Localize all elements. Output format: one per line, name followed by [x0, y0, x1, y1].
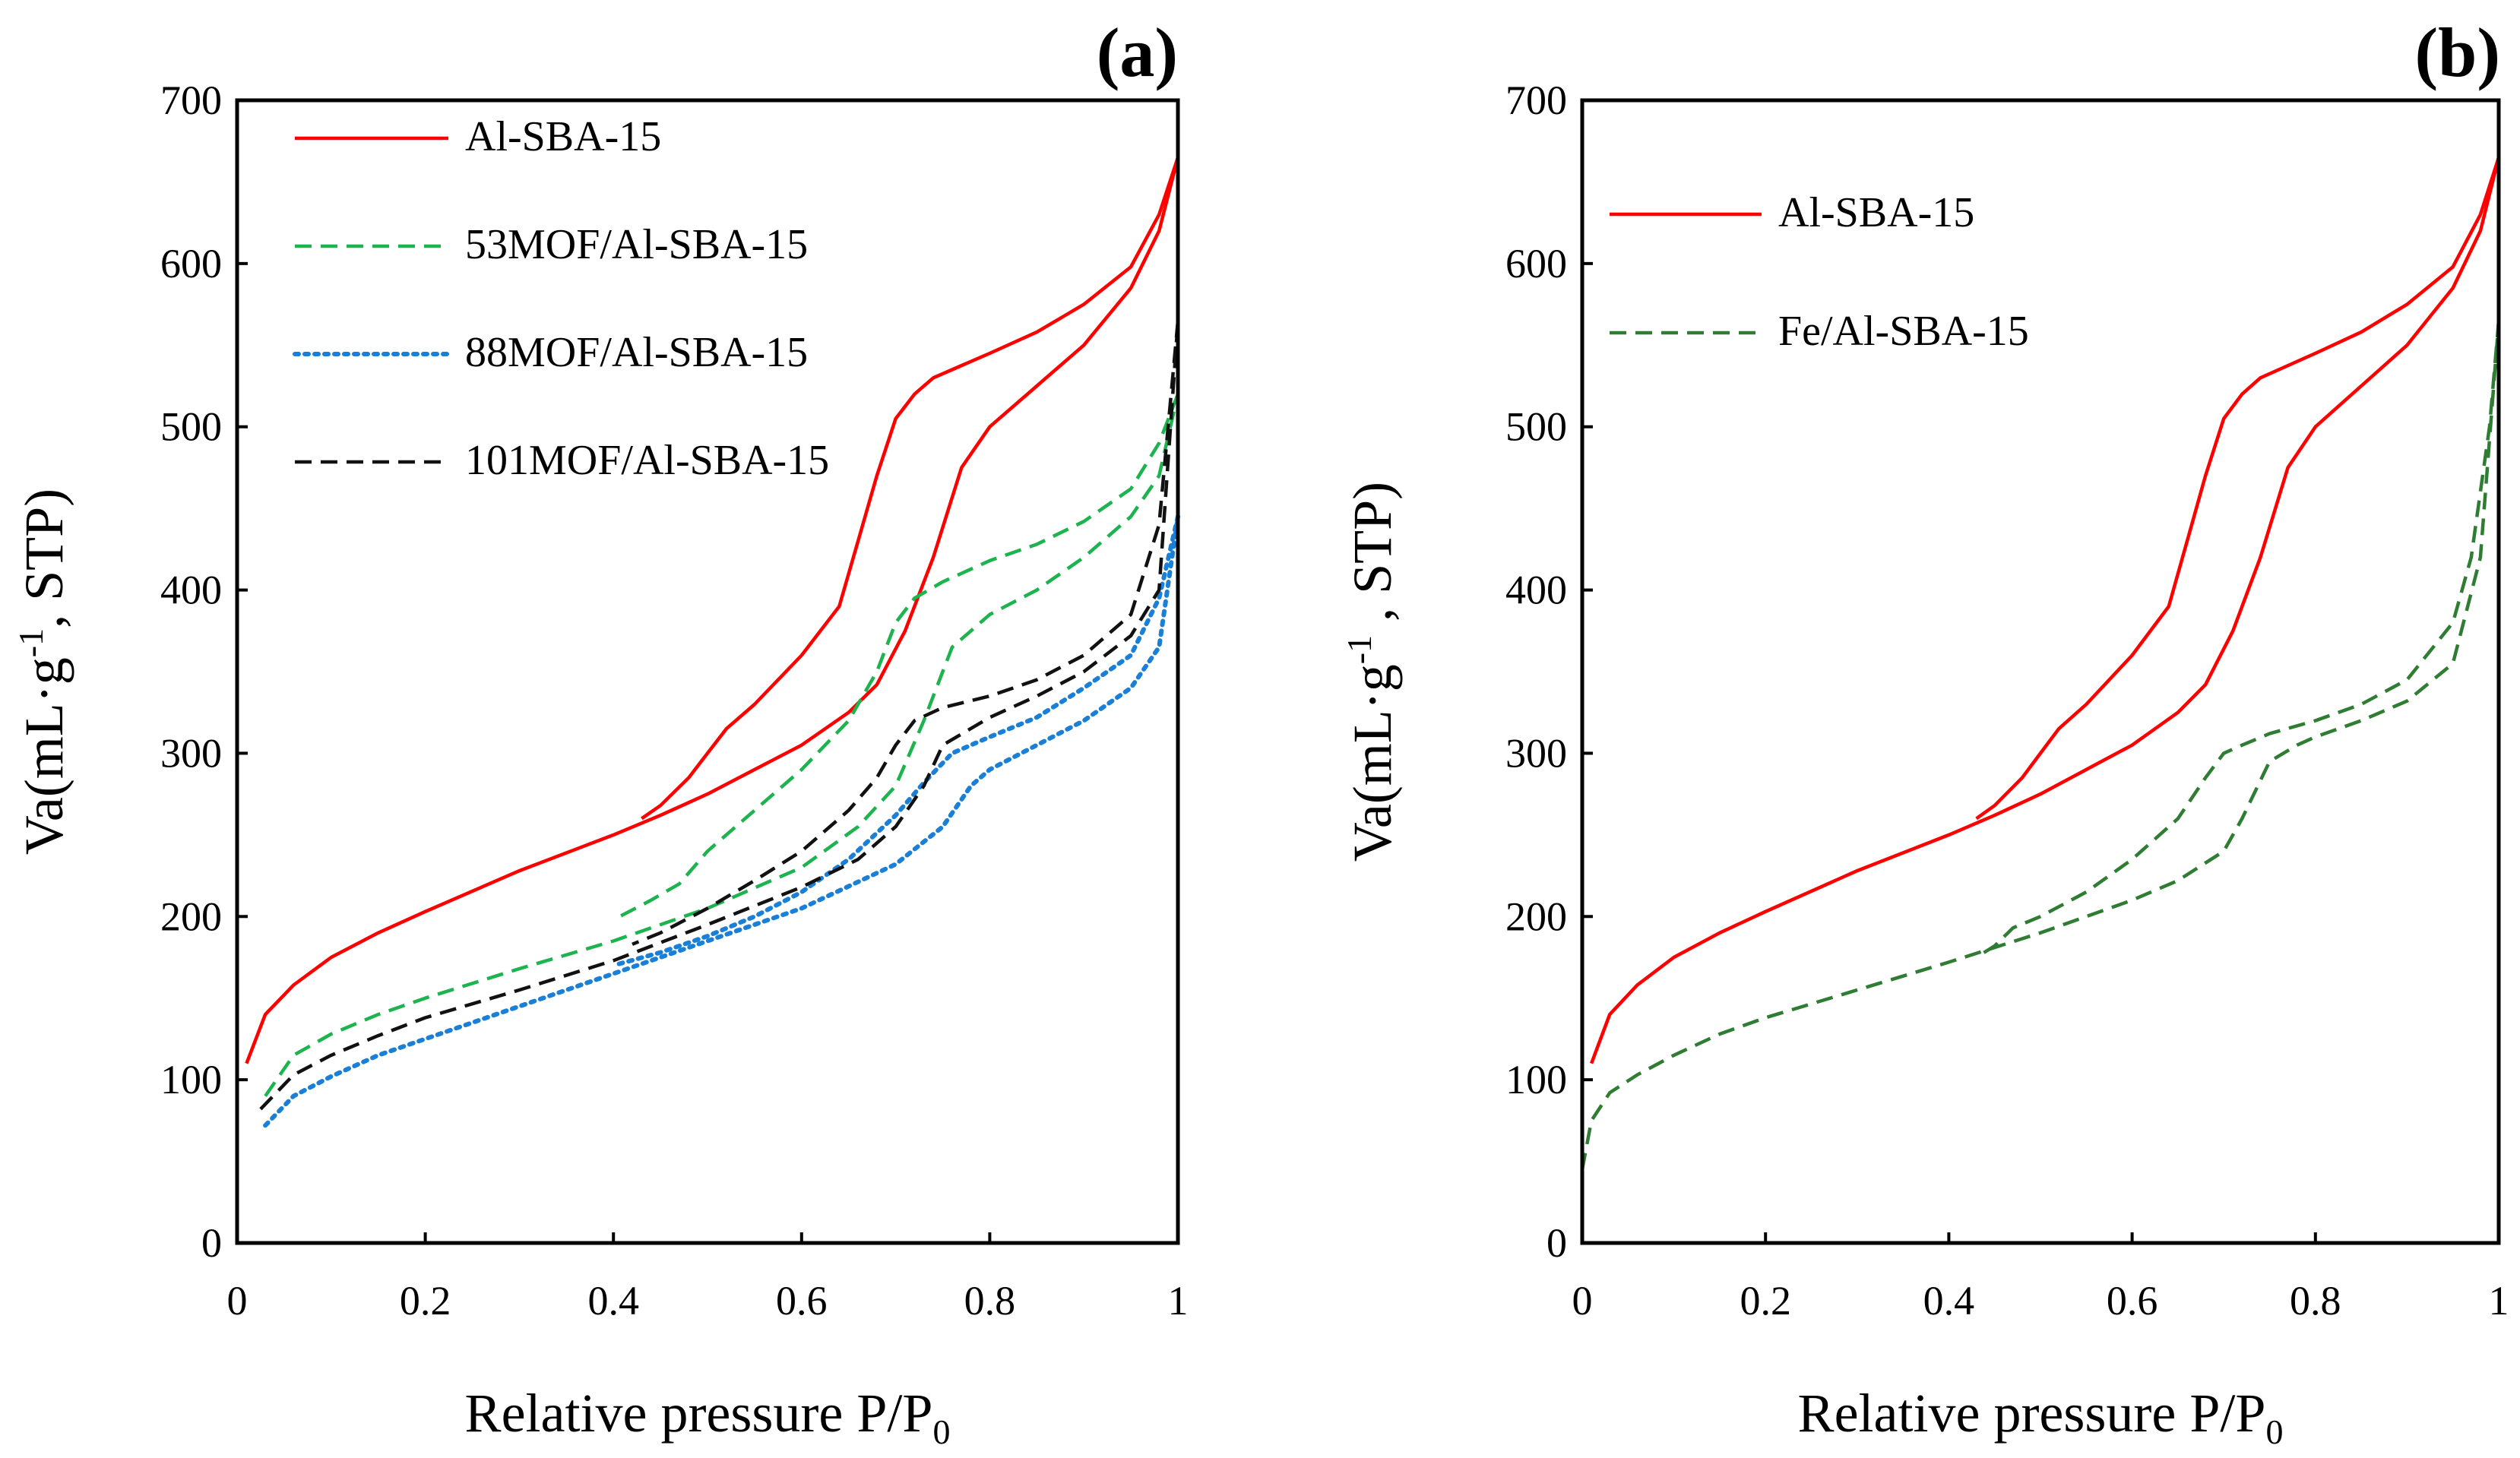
panel-a-x-axis-label-sub: 0 — [932, 1412, 950, 1451]
panel-a-x-tick-label: 1 — [1168, 1278, 1189, 1324]
panel-a-series-al-sba-15-adsorption — [245, 157, 1180, 1064]
panel-b-y-tick-label: 700 — [1505, 77, 1567, 123]
panel-a-x-tick-label: 0 — [227, 1278, 248, 1324]
panel-b-plot-frame — [1580, 98, 2501, 1245]
panel-b-x-axis-label-sub: 0 — [2265, 1412, 2283, 1451]
panel-a-legend-label-101mof-al-sba-15: 101MOF/Al-SBA-15 — [465, 437, 829, 484]
panel-a-y-tick-label: 400 — [160, 568, 222, 613]
panel-b-series-fe-al-sba-15-adsorption — [1580, 320, 2501, 1170]
panel-a-x-tick-label: 0.4 — [587, 1278, 639, 1324]
panel-a-curves — [245, 157, 1180, 1128]
panel-b-y-tick-label: 400 — [1505, 568, 1567, 613]
panel-b-x-tick-label: 0.6 — [2107, 1278, 2158, 1324]
panel-b-x-tick-label: 0.4 — [1923, 1278, 1975, 1324]
panel-a-series-88mof-al-sba-15-adsorption — [263, 514, 1180, 1128]
panel-a-y-tick-label: 100 — [160, 1057, 222, 1102]
panel-b-x-tick-label: 0 — [1572, 1278, 1593, 1324]
panel-a-x-tick-label: 0.8 — [964, 1278, 1016, 1324]
panel-b-legend-label-fe-al-sba-15: Fe/Al-SBA-15 — [1778, 308, 2029, 355]
panel-a-y-axis-label: Va(mL·g-1, STP) — [11, 489, 74, 855]
panel-b-x-tick-label: 1 — [2489, 1278, 2509, 1324]
panel-b-y-axis-label: Va(mL·g-1 , STP) — [1340, 482, 1403, 862]
panel-b-y-tick-label: 600 — [1505, 241, 1567, 286]
panel-a-legend-label-88mof-al-sba-15: 88MOF/Al-SBA-15 — [465, 329, 808, 376]
panel-b-label: (b) — [2415, 14, 2500, 91]
panel-a-series-101mof-al-sba-15-adsorption — [259, 320, 1180, 1111]
panel-a: (a) 0 0.2 0.4 0.6 0.8 1 0 100 200 300 400 500 600 700… — [11, 14, 1189, 1451]
panel-b-x-axis-label-main: Relative pressure P/P — [1798, 1383, 2266, 1444]
panel-a-series-53mof-al-sba-15-desorption — [613, 393, 1180, 922]
panel-a-legend: Al-SBA-15 53MOF/Al-SBA-15 88MOF/Al-SBA-15 1… — [293, 113, 829, 484]
panel-b-legend: Al-SBA-15 Fe/Al-SBA-15 — [1610, 189, 2029, 355]
panel-a-ticks: 0 0.2 0.4 0.6 0.8 1 0 100 200 300 400 500 600 700 — [160, 77, 1189, 1324]
panel-a-series-al-sba-15-desorption — [641, 157, 1180, 821]
panel-b-legend-label-al-sba-15: Al-SBA-15 — [1778, 189, 1974, 236]
panel-a-y-axis-label-post: , STP) — [14, 489, 74, 628]
panel-a-y-tick-label: 0 — [201, 1220, 222, 1266]
panel-b-y-tick-label: 200 — [1505, 893, 1567, 939]
panel-a-y-axis-label-sup: -1 — [11, 628, 50, 657]
panel-b-x-axis-label: Relative pressure P/P0 — [1798, 1383, 2284, 1451]
panel-b-y-tick-label: 100 — [1505, 1057, 1567, 1102]
panel-a-series-101mof-al-sba-15-desorption — [632, 320, 1180, 946]
panel-b-y-axis-label-sup: -1 — [1340, 635, 1379, 664]
panel-a-x-axis-label: Relative pressure P/P0 — [465, 1383, 951, 1451]
panel-a-y-tick-label: 500 — [160, 404, 222, 450]
panel-a-y-tick-label: 300 — [160, 730, 222, 776]
panel-b: (b) 0 0.2 0.4 0.6 0.8 1 0 100 200 300 400 500 600 700… — [1340, 14, 2509, 1451]
panel-a-x-tick-label: 0.6 — [776, 1278, 828, 1324]
panel-b-series-al-sba-15-desorption — [1975, 157, 2501, 821]
panel-a-y-tick-label: 700 — [160, 77, 222, 123]
panel-a-plot-frame — [235, 98, 1180, 1245]
panel-a-y-axis-label-pre: Va(mL·g — [14, 657, 74, 855]
panel-b-y-axis-label-post: , STP) — [1342, 482, 1403, 635]
panel-a-x-tick-label: 0.2 — [400, 1278, 451, 1324]
panel-b-y-tick-label: 0 — [1547, 1220, 1567, 1266]
panel-b-curves — [1580, 157, 2501, 1170]
panel-b-series-al-sba-15-adsorption — [1589, 157, 2501, 1064]
panel-a-y-tick-label: 600 — [160, 241, 222, 286]
panel-a-series-88mof-al-sba-15-desorption — [611, 514, 1180, 968]
panel-b-x-tick-label: 0.8 — [2290, 1278, 2341, 1324]
panel-b-y-tick-label: 300 — [1505, 730, 1567, 776]
panel-a-legend-label-53mof-al-sba-15: 53MOF/Al-SBA-15 — [465, 221, 808, 268]
panel-a-legend-label-al-sba-15: Al-SBA-15 — [465, 113, 661, 160]
panel-b-ticks: 0 0.2 0.4 0.6 0.8 1 0 100 200 300 400 500 600 700 — [1505, 77, 2509, 1324]
panel-b-y-tick-label: 500 — [1505, 404, 1567, 450]
panel-a-x-axis-label-main: Relative pressure P/P — [465, 1383, 933, 1444]
panel-b-y-axis-label-pre: Va(mL·g — [1342, 664, 1403, 862]
panel-b-x-tick-label: 0.2 — [1740, 1278, 1791, 1324]
panel-a-series-53mof-al-sba-15-adsorption — [264, 394, 1180, 1097]
panel-a-y-tick-label: 200 — [160, 893, 222, 939]
panel-a-label: (a) — [1097, 14, 1178, 91]
panel-b-series-fe-al-sba-15-desorption — [1975, 320, 2501, 959]
